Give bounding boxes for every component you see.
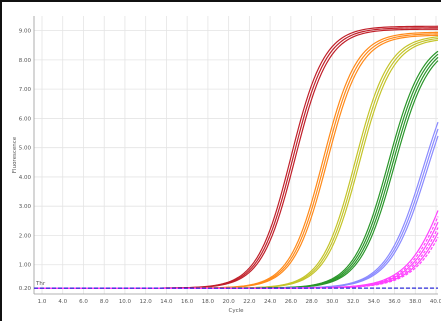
y-tick-label: 2.00 xyxy=(19,233,32,239)
amplification-curve xyxy=(34,27,439,289)
y-tick-label: 9.00 xyxy=(19,29,32,35)
y-tick-label: 1.00 xyxy=(19,263,32,269)
x-tick-label: 6.0 xyxy=(79,299,88,305)
x-tick-label: 14.0 xyxy=(160,299,173,305)
y-tick-label: 8.00 xyxy=(19,58,32,64)
amplification-curve xyxy=(34,39,439,289)
y-tick-label: 3.00 xyxy=(19,204,32,210)
x-tick-label: 34.0 xyxy=(368,299,381,305)
y-tick-label: 7.00 xyxy=(19,87,32,93)
x-tick-label: 30.0 xyxy=(326,299,339,305)
x-tick-label: 4.0 xyxy=(58,299,67,305)
x-tick-label: 32.0 xyxy=(347,299,360,305)
x-tick-label: 10.0 xyxy=(119,299,132,305)
amplification-curve xyxy=(34,28,439,289)
x-tick-label: 1.0 xyxy=(38,299,47,305)
amplification-curve xyxy=(34,216,439,289)
amplification-curve xyxy=(34,33,439,289)
y-tick-label: 4.00 xyxy=(19,175,32,181)
amplification-curve xyxy=(34,31,439,289)
x-tick-label: 22.0 xyxy=(243,299,256,305)
x-tick-label: 28.0 xyxy=(305,299,318,305)
x-tick-label: 20.0 xyxy=(223,299,236,305)
threshold-label: Thr xyxy=(35,281,46,287)
x-tick-label: 40.0 xyxy=(430,299,441,305)
amplification-curve xyxy=(34,34,439,289)
x-tick-label: 24.0 xyxy=(264,299,277,305)
x-tick-label: 36.0 xyxy=(388,299,401,305)
x-tick-label: 8.0 xyxy=(100,299,109,305)
y-tick-label: 5.00 xyxy=(19,146,32,152)
x-tick-label: 18.0 xyxy=(202,299,215,305)
x-axis-label: Cycle xyxy=(228,308,244,314)
y-tick-label: 0.20 xyxy=(19,286,32,292)
x-tick-label: 26.0 xyxy=(285,299,298,305)
amplification-curve xyxy=(34,135,439,289)
x-tick-label: 12.0 xyxy=(140,299,153,305)
amplification-curve xyxy=(34,25,439,289)
amplification-curve xyxy=(34,56,439,289)
amplification-curve xyxy=(34,121,439,289)
y-tick-label: 6.00 xyxy=(19,116,32,122)
x-tick-label: 16.0 xyxy=(181,299,194,305)
amplification-curve xyxy=(34,37,439,289)
amplification-curve xyxy=(34,36,439,289)
y-axis-label: Fluorescence xyxy=(12,136,18,173)
x-tick-label: 38.0 xyxy=(409,299,422,305)
